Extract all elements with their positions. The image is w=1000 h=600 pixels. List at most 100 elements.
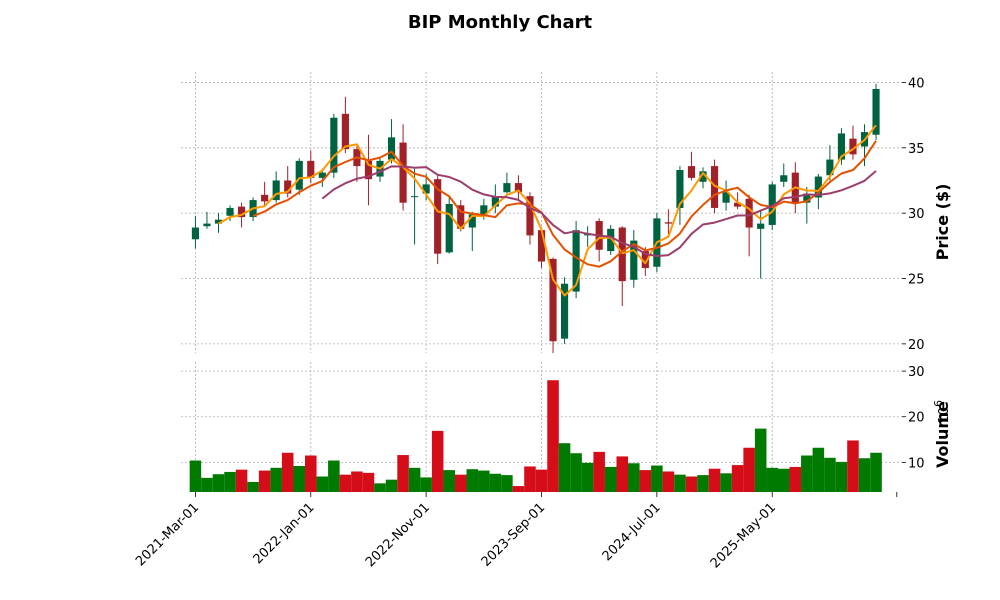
volume-tick-label: 20 xyxy=(908,411,925,426)
candle-body xyxy=(757,223,765,229)
candle-body xyxy=(710,166,719,208)
volume-bar xyxy=(305,455,317,492)
candle-body xyxy=(399,142,407,203)
candle-body xyxy=(630,240,638,280)
candle-body xyxy=(272,180,280,201)
volume-bar xyxy=(443,470,455,492)
price-tick-label: 25 xyxy=(908,273,925,288)
candle-body xyxy=(191,227,199,240)
volume-bar xyxy=(524,466,536,492)
moving-average-series xyxy=(218,124,877,297)
candle-body xyxy=(411,196,419,198)
price-tick-label: 35 xyxy=(908,142,925,157)
candle-body xyxy=(341,113,349,150)
candle-body xyxy=(422,184,430,194)
volume-bar xyxy=(201,477,213,492)
volume-bar xyxy=(535,469,548,492)
volume-bar xyxy=(489,473,502,492)
candle-body xyxy=(618,227,626,282)
volume-bar xyxy=(581,462,594,492)
moving-average-line-3 xyxy=(218,124,877,297)
volume-bar xyxy=(743,447,755,492)
candle-body xyxy=(468,214,476,228)
volume-bar xyxy=(824,457,836,492)
candle-body xyxy=(837,133,846,160)
volume-exponent-base: 10 xyxy=(937,407,952,424)
volume-bar xyxy=(316,476,329,492)
candle-body xyxy=(607,228,615,252)
candlestick-series xyxy=(191,83,880,353)
price-tick-label: 30 xyxy=(908,207,925,222)
price-tick-label: 20 xyxy=(908,338,925,353)
candle-body xyxy=(872,88,880,135)
volume-bar xyxy=(431,430,444,492)
candle-body xyxy=(814,176,822,198)
volume-bar xyxy=(478,470,490,492)
candle-body xyxy=(203,223,211,227)
candle-body xyxy=(699,171,707,182)
volume-bar xyxy=(512,486,525,492)
candle-body xyxy=(849,138,857,155)
volume-exponent-label: 106 xyxy=(932,400,952,424)
candle-body xyxy=(560,283,569,339)
volume-bar xyxy=(870,452,882,492)
volume-bar xyxy=(212,474,225,492)
candle-body xyxy=(364,160,373,180)
volume-bar xyxy=(247,481,259,492)
volume-bar xyxy=(328,460,340,492)
candle-body xyxy=(445,204,453,253)
volume-bar xyxy=(362,472,375,492)
volume-bar xyxy=(466,469,479,492)
volume-bar xyxy=(801,455,813,492)
volume-bar xyxy=(454,474,467,492)
volume-bar xyxy=(235,469,248,492)
candle-body xyxy=(491,196,499,207)
candle-body xyxy=(295,160,303,190)
candle-body xyxy=(457,205,465,229)
candle-body xyxy=(284,180,292,194)
volume-bar xyxy=(720,473,732,492)
volume-bar xyxy=(224,471,236,492)
volume-bar xyxy=(835,461,848,492)
volume-exponent-power: 6 xyxy=(932,400,945,407)
volume-series xyxy=(189,380,882,492)
candle-body xyxy=(503,183,511,193)
candle-body xyxy=(768,184,776,225)
candle-body xyxy=(226,207,234,216)
price-axis: 20 25 30 35 40 xyxy=(902,76,925,353)
chart-title: BIP Monthly Chart xyxy=(408,12,593,33)
date-tick-label: 2023-Sep-01 xyxy=(479,500,549,570)
volume-bar xyxy=(408,467,421,492)
volume-bar xyxy=(766,467,778,492)
volume-bar xyxy=(639,470,652,492)
volume-tick-label: 30 xyxy=(908,365,925,380)
candle-body xyxy=(387,137,396,160)
candle-body xyxy=(537,230,546,262)
volume-bar xyxy=(858,458,871,492)
volume-bar xyxy=(604,466,617,492)
volume-bar xyxy=(651,465,663,492)
candle-body xyxy=(434,179,442,254)
candle-body xyxy=(745,198,753,228)
date-tick-label: 2024-Jul-01 xyxy=(600,500,664,564)
volume-bar xyxy=(593,451,605,492)
volume-bar xyxy=(258,470,271,492)
candle-body xyxy=(676,170,684,208)
date-tick-label: 2022-Jan-01 xyxy=(251,500,318,567)
candle-body xyxy=(514,183,523,193)
moving-average-line-12 xyxy=(321,165,877,258)
volume-bar xyxy=(397,455,409,492)
volume-bar xyxy=(420,477,432,492)
volume-bar xyxy=(685,476,698,492)
volume-bar xyxy=(547,380,559,492)
volume-bar xyxy=(385,479,398,492)
date-tick-label: 2021-Mar-01 xyxy=(133,500,202,569)
volume-axis: 10 20 30 xyxy=(902,365,925,471)
candle-body xyxy=(687,166,696,178)
candle-body xyxy=(734,202,742,207)
moving-average-line-6 xyxy=(252,140,877,268)
volume-bar xyxy=(270,467,282,492)
volume-bar xyxy=(731,465,744,492)
candle-body xyxy=(664,222,672,224)
